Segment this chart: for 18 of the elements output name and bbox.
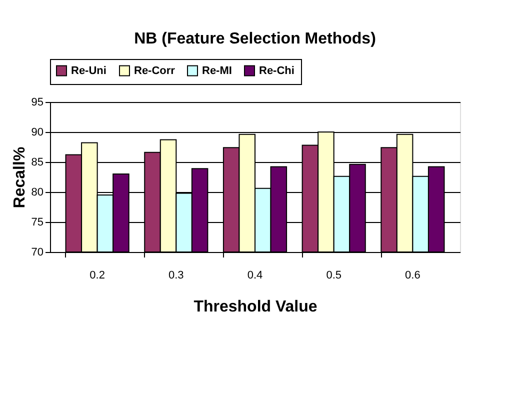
x-tick-label: 0.4 [247,270,263,282]
x-tick-label: 0.6 [405,270,420,282]
y-tick-label: 75 [31,216,44,228]
legend-label: Re-Corr [134,64,176,77]
legend-label: Re-Uni [71,64,106,77]
y-tick-label: 85 [31,156,44,168]
y-tick-label: 95 [31,96,44,108]
x-axis-title: Threshold Value [194,298,318,316]
legend-label: Re-Chi [259,64,294,77]
x-tick-label: 0.2 [90,270,105,282]
y-tick-label: 70 [31,246,44,258]
legend-label: Re-MI [202,64,232,77]
x-tick-label: 0.5 [326,270,342,282]
x-tick-label: 0.3 [168,270,184,282]
chart-title: NB (Feature Selection Methods) [134,30,376,48]
y-axis-title: Recall% [11,146,28,208]
y-tick-label: 90 [31,126,44,138]
y-tick-label: 80 [31,186,44,198]
